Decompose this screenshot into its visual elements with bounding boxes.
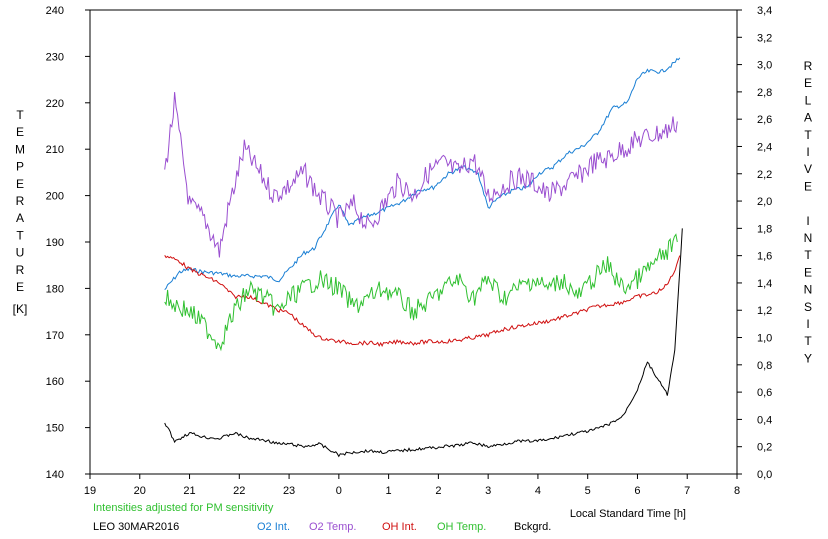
y-right-tick-label: 1,8 (757, 223, 772, 235)
y-right-tick-label: 1,6 (757, 251, 772, 263)
series-line (164, 255, 681, 347)
axis-label-letter: E (16, 125, 24, 139)
legend-entry: O2 Int. (257, 521, 290, 533)
y-right-tick-label: 3,0 (757, 60, 772, 72)
axis-label-letter: T (16, 228, 24, 242)
x-tick-label: 4 (535, 485, 541, 497)
x-tick-label: 1 (386, 485, 392, 497)
axis-label-letter: T (804, 128, 812, 142)
y-right-tick-label: 2,8 (757, 87, 772, 99)
left-axis-unit: [K] (13, 302, 28, 316)
axis-label-letter: I (806, 145, 809, 159)
y-left-tick-label: 240 (46, 5, 64, 17)
legend-entry: OH Temp. (437, 521, 486, 533)
plot-frame (89, 9, 738, 475)
x-axis: 19 20 21 22 23 0 1 2 3 4 5 6 7 8 (84, 474, 740, 497)
y-right-tick-label: 3,4 (757, 5, 772, 17)
x-tick-label: 2 (435, 485, 441, 497)
y-right-tick-label: 2,0 (757, 196, 772, 208)
footer-left: LEO 30MAR2016 (93, 521, 179, 533)
legend-entry: Bckgrd. (514, 521, 551, 533)
axis-label-letter: A (16, 211, 24, 225)
x-axis-label: Local Standard Time [h] (570, 508, 686, 520)
axis-label-letter: I (806, 317, 809, 331)
y-left-tick-label: 180 (46, 283, 64, 295)
y-right-tick-label: 2,6 (757, 114, 772, 126)
x-tick-label: 5 (585, 485, 591, 497)
x-tick-label: 7 (684, 485, 690, 497)
axis-label-letter: N (804, 283, 813, 297)
y-left-tick-label: 200 (46, 191, 64, 203)
right-y-axis: 0,0 0,2 0,4 0,6 0,8 1,0 1,2 1,4 1,6 1,8 2,0 2,2 2,4 2… (737, 5, 772, 481)
axis-label-letter: M (15, 142, 25, 156)
legend: O2 Int. O2 Temp. OH Int. OH Temp. Bckgrd. (257, 521, 551, 533)
y-right-tick-label: 2,4 (757, 141, 772, 153)
x-tick-label: 22 (233, 485, 245, 497)
axis-label-letter: E (804, 179, 812, 193)
y-left-tick-label: 140 (46, 469, 64, 481)
axis-label-letter: E (16, 177, 24, 191)
x-tick-label: 19 (84, 485, 96, 497)
axis-label-letter: R (16, 194, 25, 208)
y-right-tick-label: 0,2 (757, 442, 772, 454)
x-tick-label: 21 (183, 485, 195, 497)
axis-label-letter: P (16, 160, 24, 174)
x-tick-label: 0 (336, 485, 342, 497)
legend-entry: O2 Temp. (309, 521, 357, 533)
y-right-tick-label: 2,2 (757, 169, 772, 181)
legend-entry: OH Int. (382, 521, 417, 533)
x-tick-label: 8 (734, 485, 740, 497)
axis-label-letter: E (16, 280, 24, 294)
y-left-tick-label: 230 (46, 51, 64, 63)
axis-label-letter: T (804, 334, 812, 348)
series-layer (164, 57, 683, 458)
x-tick-label: 3 (485, 485, 491, 497)
y-right-tick-label: 0,8 (757, 360, 772, 372)
y-right-tick-label: 0,6 (757, 387, 772, 399)
left-y-axis: 140 150 160 170 180 190 200 210 220 230 240 (46, 5, 90, 481)
axis-label-letter: N (804, 231, 813, 245)
y-left-tick-label: 190 (46, 237, 64, 249)
axis-label-letter: A (804, 111, 812, 125)
axis-label-letter: S (804, 300, 812, 314)
y-left-tick-label: 220 (46, 98, 64, 110)
axis-label-letter: V (804, 162, 812, 176)
y-left-tick-label: 210 (46, 144, 64, 156)
x-tick-label: 23 (283, 485, 295, 497)
y-left-tick-label: 170 (46, 330, 64, 342)
series-line (164, 57, 681, 291)
axis-label-letter: L (805, 93, 812, 107)
series-line (164, 233, 678, 352)
y-right-tick-label: 3,2 (757, 32, 772, 44)
series-line (164, 92, 678, 258)
x-tick-label: 20 (134, 485, 146, 497)
y-right-tick-label: 1,4 (757, 278, 772, 290)
axis-label-letter: E (804, 76, 812, 90)
note-text: Intensities adjusted for PM sensitivity (93, 502, 274, 514)
y-left-tick-label: 150 (46, 423, 64, 435)
y-right-tick-label: 0,4 (757, 414, 772, 426)
axis-label-letter: U (16, 246, 25, 260)
x-tick-label: 6 (634, 485, 640, 497)
series-line (164, 228, 683, 458)
y-right-tick-label: 0,0 (757, 469, 772, 481)
axis-label-letter: I (806, 214, 809, 228)
axis-label-letter: R (804, 59, 813, 73)
axis-label-letter: T (16, 108, 24, 122)
y-left-tick-label: 160 (46, 376, 64, 388)
axis-label-letter: E (804, 265, 812, 279)
y-right-tick-label: 1,0 (757, 333, 772, 345)
y-right-tick-label: 1,2 (757, 305, 772, 317)
axis-label-letter: T (804, 248, 812, 262)
axis-label-letter: R (16, 263, 25, 277)
axis-label-letter: Y (804, 351, 812, 365)
